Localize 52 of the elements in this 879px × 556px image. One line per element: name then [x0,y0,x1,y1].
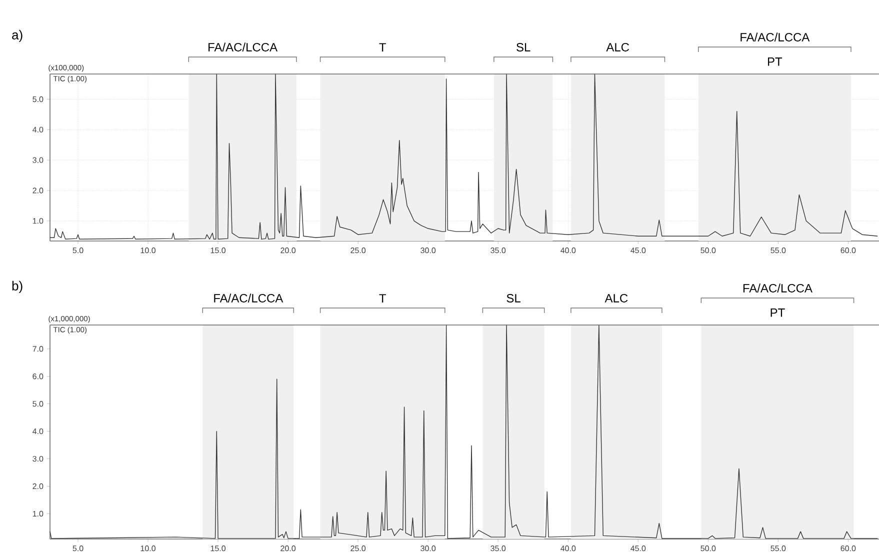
x-tick-label: 45.0 [630,546,646,552]
y-tick-label: 4.0 [32,126,44,132]
band-label: ALC [604,294,628,302]
y-tick-label: 5.0 [32,401,44,407]
band-label: T [379,294,386,302]
x-tick-label: 40.0 [560,248,576,254]
y-tick-label: 6.0 [32,374,44,380]
y-tick-label: 2.0 [32,188,44,194]
band-label: FA/AC/LCCA [740,32,810,42]
y-tick-label: 4.0 [32,428,44,434]
y-tick-label: 1.0 [32,510,44,517]
x-tick-label: 35.0 [490,248,506,254]
y-tick-label: 3.0 [32,456,44,462]
x-tick-label: 60.0 [840,546,856,552]
x-tick-label: 20.0 [280,248,296,254]
chart-title: a) [12,30,22,42]
band-label: T [379,43,386,52]
band-label: FA/AC/LCCA [208,42,278,52]
line-series [50,74,878,240]
chart-title: b) [12,280,22,294]
band-label: FA/AC/LCCA [743,284,812,292]
x-tick-label: 55.0 [770,248,786,254]
x-tick-label: 5.0 [72,248,84,254]
x-tick-label: 55.0 [770,546,786,552]
line-series [50,324,878,539]
x-tick-label: 45.0 [630,248,646,254]
y-tick-label: 5.0 [32,96,44,102]
band-label: FA/AC/LCCA [214,294,284,302]
band-label: SL [516,42,530,52]
band-label: ALC [606,42,630,52]
x-tick-label: 35.0 [490,546,506,552]
x-tick-label: 15.0 [210,546,226,552]
x-tick-label: 10.0 [140,546,156,552]
text: PT [770,308,785,317]
x-tick-label: 5.0 [72,546,84,552]
text: PT [768,58,782,66]
y-tick-label: 2.0 [32,483,44,490]
x-tick-label: 60.0 [840,248,856,254]
x-tick-label: 50.0 [700,248,716,254]
x-tick-label: 15.0 [210,248,226,254]
band-label: SL [506,294,520,302]
x-tick-label: 25.0 [350,248,366,254]
y-tick-label: 1.0 [32,218,44,224]
x-tick-label: 20.0 [280,546,296,552]
y-tick-label: 7.0 [32,346,44,352]
x-tick-label: 40.0 [560,546,576,552]
x-tick-label: 30.0 [420,248,436,254]
x-tick-label: 10.0 [140,248,156,254]
x-tick-label: 50.0 [700,546,716,552]
y-tick-label: 3.0 [32,157,44,163]
x-tick-label: 25.0 [350,546,366,552]
x-tick-label: 30.0 [420,546,436,552]
